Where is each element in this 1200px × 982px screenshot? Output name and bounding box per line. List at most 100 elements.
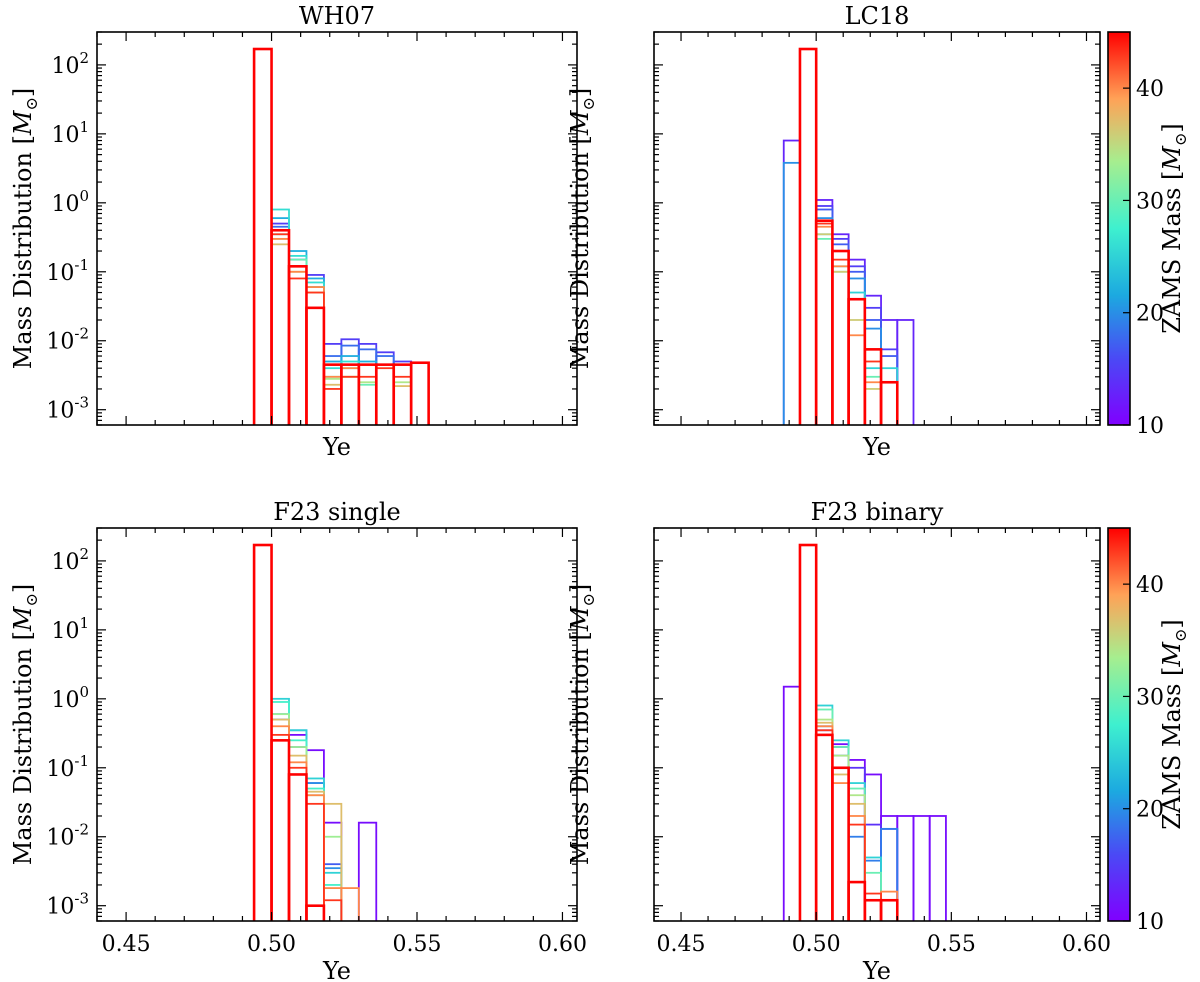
colorbar-frame bbox=[1107, 527, 1131, 922]
histogram-bar bbox=[831, 754, 850, 921]
x-tick-label: 0.55 bbox=[393, 932, 442, 957]
histogram-bar bbox=[270, 725, 290, 921]
x-tick-label: 0.50 bbox=[792, 932, 841, 957]
x-tick-label: 0.60 bbox=[1062, 932, 1111, 957]
histogram-bar bbox=[863, 773, 882, 921]
histogram-bar bbox=[340, 375, 360, 425]
histogram-bar bbox=[863, 871, 882, 921]
histogram-bar bbox=[880, 890, 899, 921]
histogram-bar bbox=[323, 377, 343, 425]
histogram-bar bbox=[880, 815, 899, 921]
histogram-bar bbox=[815, 718, 834, 921]
histogram-bar bbox=[270, 697, 290, 921]
series-zams-45 bbox=[798, 47, 899, 425]
histogram-bar bbox=[815, 237, 834, 425]
panel-2: 10-3 10-2 10-1 100 101 102 0.45 0.50 0.55 0.60 F23… bbox=[9, 498, 587, 982]
histogram-bar bbox=[288, 270, 308, 425]
histogram-bar bbox=[928, 815, 947, 921]
histogram-bar bbox=[847, 298, 866, 425]
histogram-bar bbox=[831, 766, 850, 921]
histogram-bar bbox=[847, 802, 866, 921]
series-zams-40 bbox=[270, 725, 360, 921]
histogram-bar bbox=[847, 787, 866, 921]
histogram-bar bbox=[340, 360, 360, 425]
y-tick-label: 101 bbox=[51, 614, 89, 644]
histogram-bar bbox=[323, 884, 343, 921]
histogram-bar bbox=[831, 258, 850, 425]
histogram-bar bbox=[392, 363, 413, 425]
histogram-bar bbox=[863, 388, 882, 425]
y-tick-label: 10-3 bbox=[46, 890, 89, 920]
histogram-bar bbox=[831, 265, 850, 425]
colorbar-label: ZAMS Mass [M⊙] bbox=[1158, 619, 1190, 830]
histogram-bar bbox=[814, 219, 834, 425]
histogram-bar bbox=[357, 342, 378, 425]
histogram-bar bbox=[288, 754, 308, 921]
histogram-bar bbox=[357, 821, 378, 921]
histogram-bar bbox=[340, 375, 360, 425]
colorbar-tick-label: 20 bbox=[1136, 302, 1164, 327]
histogram-bar bbox=[815, 708, 834, 921]
histogram-bar bbox=[270, 233, 290, 425]
histogram-bar bbox=[863, 360, 882, 425]
y-tick-label: 102 bbox=[51, 49, 89, 79]
histogram-bar bbox=[323, 887, 343, 921]
histogram-bar bbox=[270, 718, 290, 921]
histogram-bar bbox=[375, 367, 395, 425]
histogram-bar bbox=[880, 355, 899, 425]
colorbar-tick-label: 40 bbox=[1136, 573, 1164, 598]
histogram-bar bbox=[847, 297, 867, 425]
histogram-bar bbox=[270, 225, 290, 425]
panel-0: 10-3 10-2 10-1 100 101 102 WH07 Ye Mass Distribu… bbox=[9, 2, 578, 461]
y-tick-label: 10-1 bbox=[46, 256, 89, 286]
series-zams-34 bbox=[815, 718, 866, 921]
histogram-bar bbox=[815, 733, 834, 921]
colorbar-tick-label: 40 bbox=[1136, 77, 1164, 102]
series-zams-40 bbox=[270, 237, 360, 425]
histogram-bar bbox=[357, 363, 378, 425]
histogram-bar bbox=[847, 277, 866, 425]
histogram-bar bbox=[831, 766, 850, 921]
x-axis-label: Ye bbox=[862, 433, 891, 461]
y-tick-label: 100 bbox=[51, 187, 89, 217]
y-axis-label: Mass Distribution [M⊙] bbox=[566, 88, 598, 370]
ticks bbox=[653, 31, 1100, 426]
x-tick-label: 0.55 bbox=[927, 932, 976, 957]
histogram-bar bbox=[270, 713, 290, 921]
y-axis-label: Mass Distribution [M⊙] bbox=[566, 584, 598, 866]
histogram-bar bbox=[288, 733, 308, 921]
histogram-bar bbox=[288, 761, 308, 921]
panel-1: LC18 Ye Mass Distribution [M⊙] bbox=[566, 2, 1101, 461]
histogram-bar bbox=[815, 208, 834, 425]
colorbar-0: 10 20 30 40 ZAMS Mass [M⊙] bbox=[1107, 31, 1190, 439]
histogram-bar bbox=[357, 383, 378, 425]
colorbar-gradient bbox=[1108, 32, 1130, 425]
histogram-bar bbox=[270, 217, 290, 425]
y-tick-label: 10-2 bbox=[46, 325, 89, 355]
histogram-bar bbox=[305, 777, 325, 921]
histogram-bar bbox=[392, 360, 413, 425]
histogram-bar bbox=[847, 823, 866, 921]
histogram-bar bbox=[288, 729, 308, 921]
histogram-bar bbox=[305, 291, 325, 425]
y-axis-label: Mass Distribution [M⊙] bbox=[9, 88, 41, 370]
series-zams-25 bbox=[815, 233, 899, 425]
histogram-bar bbox=[322, 363, 343, 425]
histogram-bar bbox=[270, 713, 290, 921]
histogram-bar bbox=[880, 827, 899, 921]
histogram-bar bbox=[270, 733, 290, 921]
histogram-bar bbox=[392, 381, 413, 425]
histogram-bar bbox=[288, 277, 308, 425]
histogram-bar bbox=[847, 298, 866, 425]
histogram-bar bbox=[288, 254, 308, 425]
histogram-bar bbox=[847, 766, 866, 921]
histogram-bar bbox=[831, 773, 850, 921]
x-tick-label: 0.45 bbox=[102, 932, 151, 957]
histogram-bar bbox=[270, 243, 290, 425]
x-tick-label: 0.50 bbox=[247, 932, 296, 957]
histogram-bar bbox=[863, 375, 882, 425]
histogram-bar bbox=[815, 233, 834, 425]
histogram-bar bbox=[305, 291, 325, 425]
histogram-bar bbox=[831, 754, 850, 921]
histogram-bar bbox=[782, 139, 801, 425]
